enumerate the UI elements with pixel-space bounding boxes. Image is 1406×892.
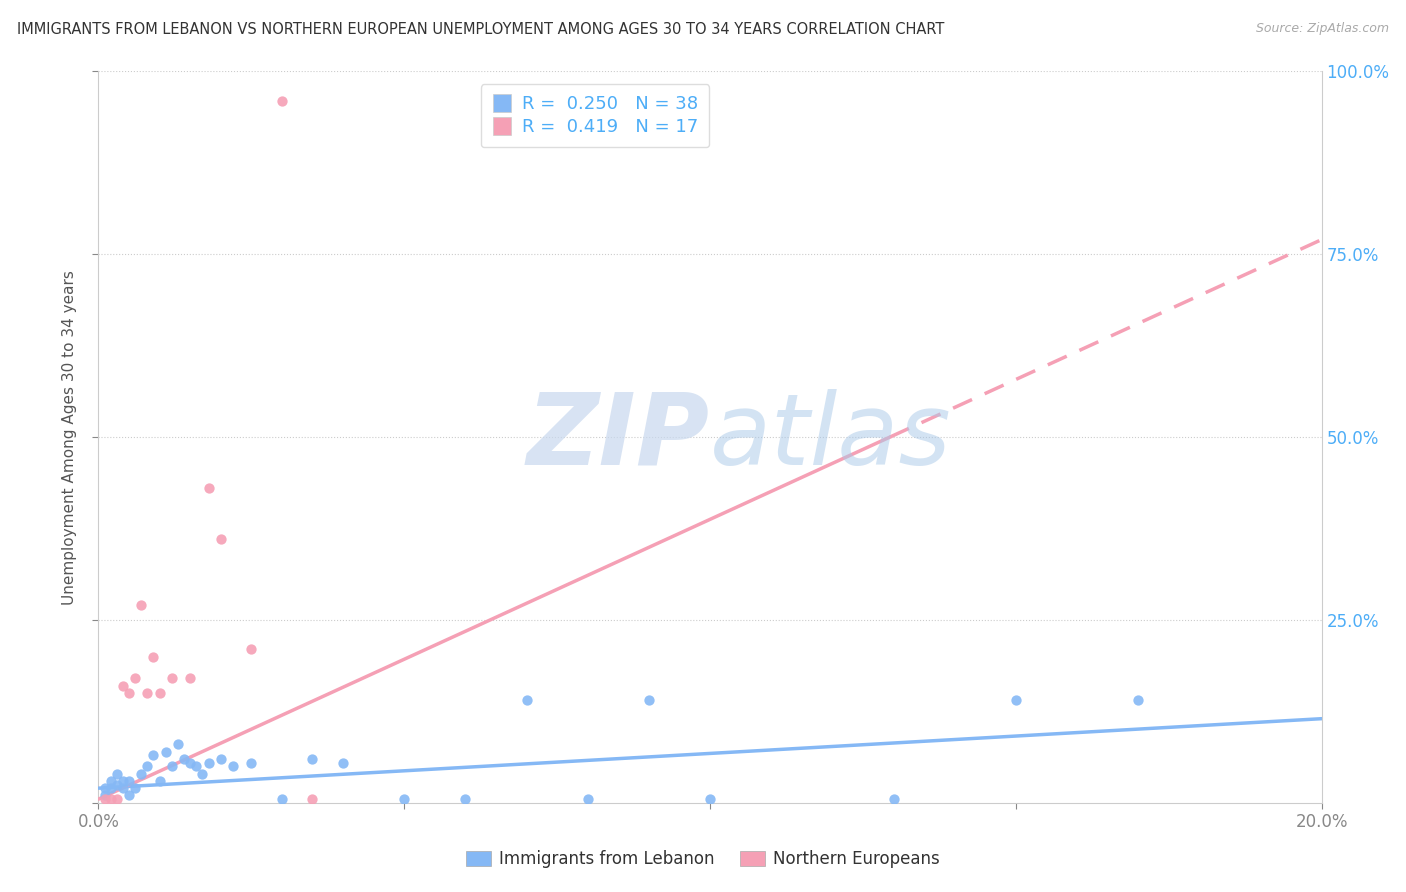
Point [332,756,354,770]
Point [516,693,538,707]
Point [136,686,159,700]
Point [93,789,115,803]
Point [155,745,177,759]
Point [1004,693,1026,707]
Point [105,792,128,806]
Point [270,94,292,108]
Point [105,778,128,792]
Point [197,756,219,770]
Point [100,792,122,806]
Point [186,759,208,773]
Point [124,672,146,686]
Point [111,781,134,796]
Point [576,792,599,806]
Point [136,759,159,773]
Point [699,792,721,806]
Point [160,672,183,686]
Point [118,686,141,700]
Point [142,748,165,763]
Point [100,781,122,796]
Point [197,481,219,495]
Point [173,752,195,766]
Point [209,752,232,766]
Y-axis label: Unemployment Among Ages 30 to 34 years: Unemployment Among Ages 30 to 34 years [62,269,77,605]
Point [111,679,134,693]
Point [129,599,152,613]
Point [270,792,292,806]
Point [111,773,134,788]
Point [160,759,183,773]
Text: atlas: atlas [710,389,952,485]
Point [93,781,115,796]
Point [149,686,172,700]
Point [142,649,165,664]
Point [637,693,661,707]
Text: Source: ZipAtlas.com: Source: ZipAtlas.com [1256,22,1389,36]
Point [179,756,201,770]
Point [301,752,323,766]
Point [93,792,115,806]
Point [240,642,263,657]
Point [118,773,141,788]
Point [124,781,146,796]
Text: IMMIGRANTS FROM LEBANON VS NORTHERN EUROPEAN UNEMPLOYMENT AMONG AGES 30 TO 34 YE: IMMIGRANTS FROM LEBANON VS NORTHERN EURO… [17,22,945,37]
Point [191,766,214,780]
Point [167,737,190,751]
Point [301,792,323,806]
Point [129,766,152,780]
Legend: R =  0.250   N = 38, R =  0.419   N = 17: R = 0.250 N = 38, R = 0.419 N = 17 [481,84,709,147]
Point [1128,693,1150,707]
Point [179,672,201,686]
Legend: Immigrants from Lebanon, Northern Europeans: Immigrants from Lebanon, Northern Europe… [460,844,946,875]
Point [209,533,232,547]
Point [454,792,477,806]
Point [105,766,128,780]
Point [240,756,263,770]
Point [883,792,905,806]
Point [222,759,245,773]
Point [118,789,141,803]
Text: ZIP: ZIP [527,389,710,485]
Point [100,773,122,788]
Point [149,773,172,788]
Point [392,792,416,806]
